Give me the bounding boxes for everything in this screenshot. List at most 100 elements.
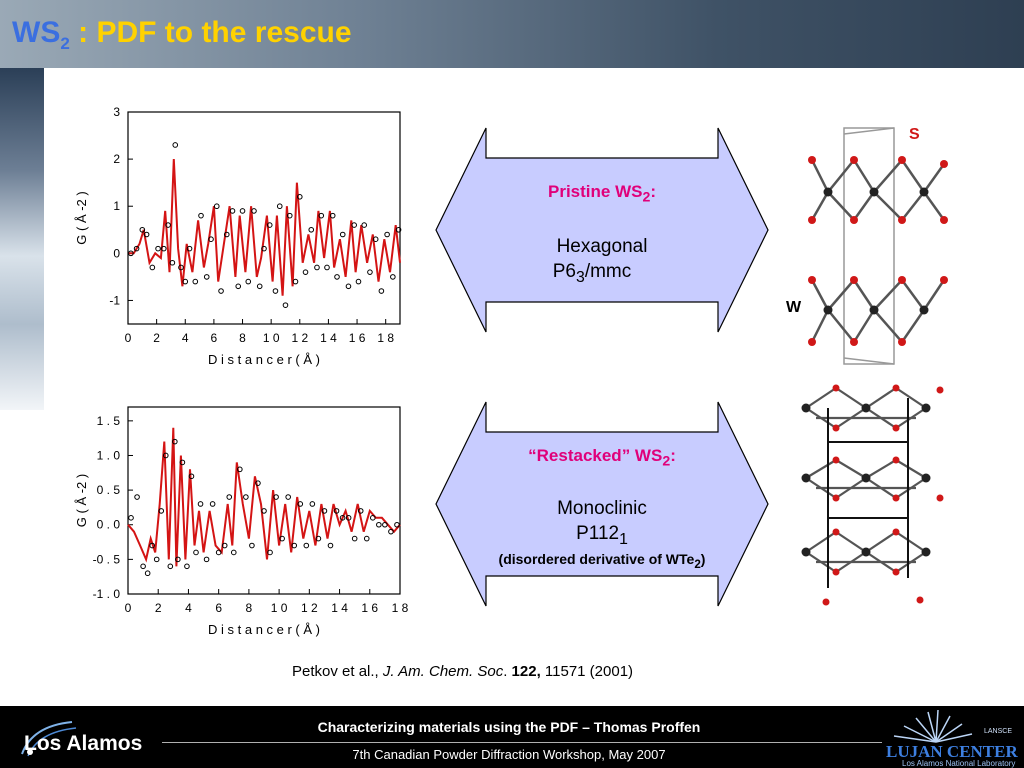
data-point bbox=[160, 245, 167, 252]
data-point bbox=[297, 501, 304, 507]
tungsten-atoms-top bbox=[823, 187, 929, 197]
data-point bbox=[230, 549, 237, 556]
data-point bbox=[197, 501, 204, 507]
data-point bbox=[226, 494, 233, 500]
data-point bbox=[209, 501, 216, 507]
x-tick-label: 0 bbox=[125, 331, 132, 345]
data-point bbox=[267, 549, 273, 556]
data-point bbox=[376, 521, 382, 528]
data-point bbox=[318, 212, 325, 219]
data-point bbox=[172, 142, 179, 148]
data-point bbox=[184, 563, 190, 570]
data-point bbox=[149, 264, 156, 271]
data-point bbox=[345, 283, 352, 290]
sulfur-atoms-top bbox=[808, 156, 948, 224]
data-point bbox=[155, 245, 161, 252]
data-point bbox=[334, 274, 340, 280]
data-point bbox=[167, 563, 174, 570]
data-point bbox=[223, 231, 230, 238]
sulfur-atoms bbox=[822, 384, 944, 606]
x-tick-label: 1 8 bbox=[392, 601, 409, 615]
data-point bbox=[395, 226, 402, 233]
data-point bbox=[261, 245, 267, 252]
x-tick-label: 8 bbox=[239, 331, 246, 345]
data-point bbox=[333, 508, 340, 514]
data-point bbox=[143, 231, 150, 238]
fit-series-line bbox=[128, 159, 401, 296]
lujan-logo-tag: LANSCE bbox=[984, 728, 1013, 735]
data-point bbox=[169, 259, 176, 266]
pristine-space-group: P63/mmc bbox=[552, 261, 632, 286]
data-point bbox=[292, 278, 299, 285]
sulfur-atoms-bottom bbox=[808, 276, 948, 346]
data-point bbox=[367, 269, 373, 275]
pdf-chart-restacked: 0 2 4 6 8 1 0 1 2 1 4 1 6 1 8 -1 . 0 -0 . 5 0 . 0 0 .… bbox=[74, 406, 409, 637]
data-point bbox=[390, 274, 396, 280]
pristine-heading: Pristine WS2: bbox=[547, 182, 656, 206]
data-point bbox=[388, 528, 394, 535]
x-tick-label: 1 2 bbox=[291, 331, 308, 345]
data-point bbox=[315, 535, 322, 542]
x-axis-label: D i s t a n c e r ( Å ) bbox=[208, 352, 320, 367]
data-point bbox=[208, 236, 214, 242]
restacked-note: (disordered derivative of WTe2) bbox=[498, 551, 706, 571]
data-point bbox=[351, 222, 357, 228]
data-point bbox=[172, 438, 178, 445]
data-point bbox=[291, 542, 298, 549]
restacked-structure: Monoclinic bbox=[557, 498, 647, 519]
data-point bbox=[285, 494, 291, 500]
x-tick-label: 4 bbox=[182, 331, 189, 345]
x-tick-label: 1 2 bbox=[301, 601, 318, 615]
data-point bbox=[218, 288, 224, 294]
x-tick-label: 4 bbox=[185, 601, 192, 615]
data-point bbox=[188, 473, 195, 480]
y-tick-label: -0 . 5 bbox=[93, 552, 121, 566]
tungsten-label: W bbox=[786, 299, 802, 316]
title-rest: : PDF to the rescue bbox=[69, 16, 352, 49]
data-point bbox=[221, 542, 228, 549]
y-tick-label: 0 . 5 bbox=[97, 483, 121, 497]
data-point bbox=[357, 508, 364, 514]
unit-cell-frame bbox=[843, 127, 895, 365]
citation: Petkov et al., J. Am. Chem. Soc. 122, 11… bbox=[292, 663, 634, 680]
y-tick-label: 0 . 0 bbox=[97, 518, 121, 532]
x-tick-label: 1 8 bbox=[377, 331, 394, 345]
data-point bbox=[256, 283, 263, 290]
data-point bbox=[302, 269, 309, 275]
data-point bbox=[144, 570, 151, 577]
data-point bbox=[239, 208, 246, 214]
slide-footer: Los Alamos Characterizing materials usin… bbox=[0, 706, 1024, 768]
tungsten-atoms bbox=[801, 403, 931, 557]
lujan-logo-text: LUJAN CENTER bbox=[886, 742, 1018, 761]
data-point bbox=[296, 194, 303, 200]
data-point bbox=[229, 208, 236, 214]
double-arrow-shape bbox=[435, 401, 769, 607]
data-point bbox=[384, 231, 390, 238]
y-axis-label: G ( Å -2 ) bbox=[74, 191, 89, 244]
sulfur-label: S bbox=[909, 126, 920, 143]
plot-frame bbox=[127, 406, 401, 595]
data-point bbox=[303, 542, 310, 549]
restacked-info-box: “Restacked” WS2: Monoclinic P1121 (disor… bbox=[434, 400, 770, 608]
lujan-center-logo-rays bbox=[893, 709, 973, 743]
data-point bbox=[255, 480, 261, 486]
data-point bbox=[134, 494, 140, 500]
x-tick-label: 1 0 bbox=[271, 601, 288, 615]
data-point bbox=[286, 212, 293, 219]
data-point bbox=[158, 508, 165, 514]
footer-event: 7th Canadian Powder Diffraction Workshop… bbox=[352, 747, 666, 762]
data-point bbox=[378, 288, 385, 294]
data-point bbox=[351, 535, 358, 542]
data-point bbox=[370, 515, 376, 521]
data-point bbox=[309, 501, 316, 507]
data-point bbox=[193, 549, 199, 556]
tungsten-atoms-bottom bbox=[823, 305, 929, 315]
x-tick-label: 1 4 bbox=[320, 331, 337, 345]
data-point bbox=[175, 556, 181, 563]
ws2-layer-bottom bbox=[810, 279, 946, 343]
y-axis-label: G ( Å -2 ) bbox=[74, 474, 89, 527]
x-tick-label: 8 bbox=[246, 601, 253, 615]
data-point bbox=[243, 494, 249, 500]
slide-title: WS2 : PDF to the rescue bbox=[12, 16, 352, 54]
